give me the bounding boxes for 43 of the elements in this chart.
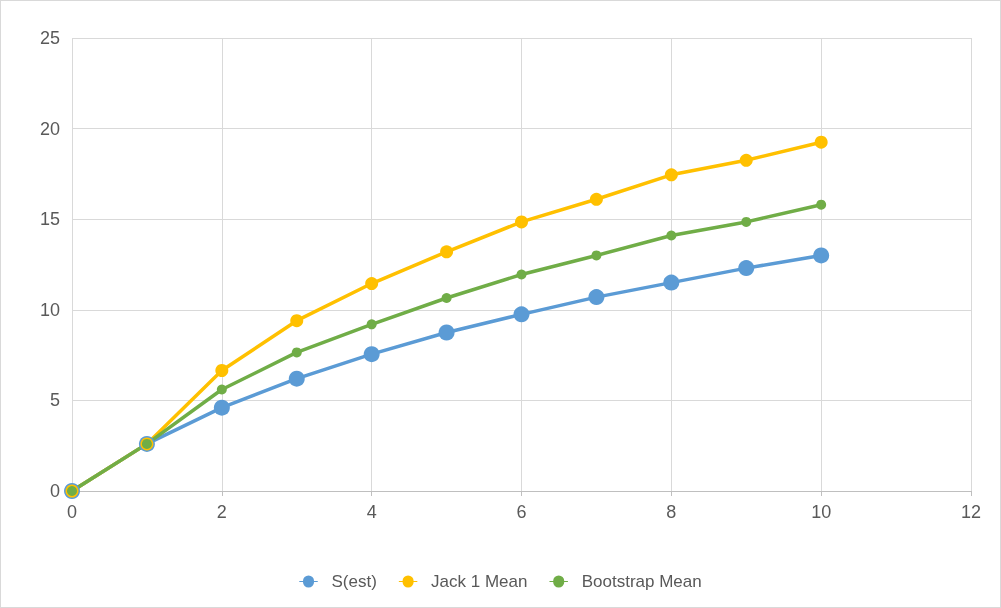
legend-label: Jack 1 Mean bbox=[431, 572, 528, 591]
point bbox=[739, 153, 753, 167]
legend-label: S(est) bbox=[331, 572, 377, 591]
y-tick-label: 15 bbox=[39, 209, 60, 230]
point bbox=[666, 230, 677, 241]
point bbox=[513, 306, 530, 323]
x-tick-label: 8 bbox=[666, 502, 677, 522]
point bbox=[588, 289, 605, 306]
y-tick-label: 25 bbox=[39, 28, 60, 48]
point bbox=[366, 319, 377, 330]
point bbox=[216, 384, 227, 395]
point bbox=[814, 135, 828, 149]
x-tick-label: 12 bbox=[960, 502, 982, 522]
point bbox=[589, 192, 603, 206]
point bbox=[741, 216, 752, 227]
point bbox=[213, 399, 230, 416]
point bbox=[515, 215, 528, 229]
y-tick-label: 0 bbox=[49, 481, 60, 501]
x-tick-label: 10 bbox=[811, 502, 832, 522]
point bbox=[816, 199, 827, 210]
y-tick-label: 10 bbox=[39, 299, 60, 320]
x-tick-label: 0 bbox=[66, 502, 78, 522]
point bbox=[441, 293, 452, 304]
point bbox=[363, 346, 380, 363]
point bbox=[516, 269, 527, 280]
legend-label: Bootstrap Mean bbox=[581, 572, 702, 591]
point bbox=[290, 314, 304, 328]
point bbox=[291, 347, 302, 358]
point bbox=[664, 168, 678, 182]
y-tick-label: 5 bbox=[49, 390, 60, 411]
y-tick-label: 20 bbox=[39, 118, 60, 139]
point bbox=[288, 370, 305, 387]
point bbox=[738, 260, 755, 277]
point bbox=[440, 245, 454, 259]
point bbox=[591, 250, 602, 261]
point bbox=[438, 324, 455, 341]
x-tick-label: 4 bbox=[366, 502, 377, 522]
x-tick-label: 6 bbox=[516, 502, 527, 522]
x-tick-label: 2 bbox=[216, 502, 227, 522]
point bbox=[663, 274, 680, 291]
point bbox=[365, 277, 379, 291]
point bbox=[813, 247, 830, 264]
point bbox=[215, 364, 229, 377]
